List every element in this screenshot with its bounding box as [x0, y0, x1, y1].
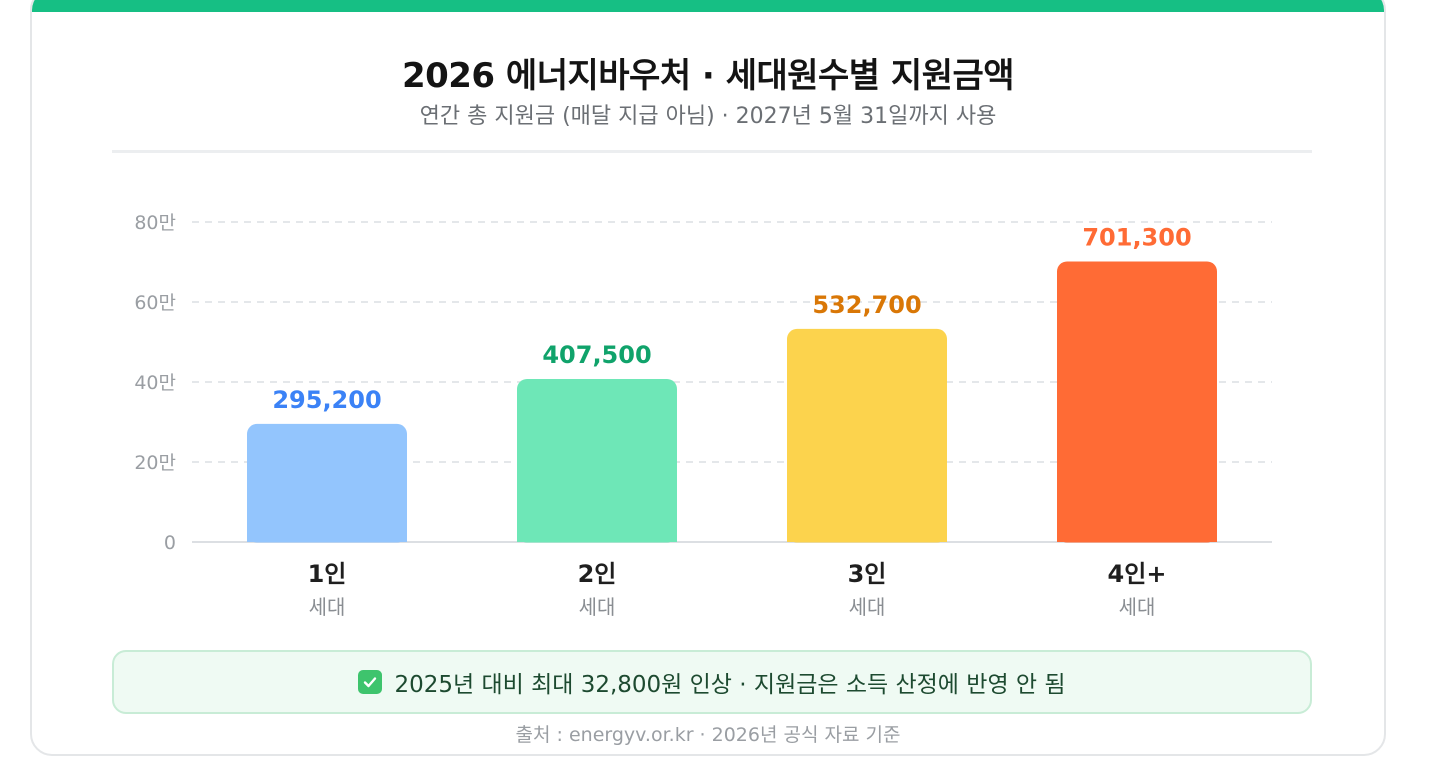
title-divider — [112, 150, 1312, 153]
chart-subtitle: 연간 총 지원금 (매달 지급 아님) · 2027년 5월 31일까지 사용 — [419, 104, 997, 129]
bar — [1057, 261, 1217, 543]
check-icon — [358, 670, 383, 694]
chart-card: 2026 에너지바우처 · 세대원수별 지원금액 연간 총 지원금 (매달 지급… — [30, 0, 1386, 756]
bar — [517, 379, 677, 543]
data-label: 295,200 — [272, 386, 381, 414]
x-tick-sublabel: 세대 — [309, 595, 346, 619]
bar-base — [787, 530, 947, 542]
x-tick-sublabel: 세대 — [579, 595, 616, 619]
x-tick-label: 4인+ — [1108, 560, 1167, 588]
data-label: 407,500 — [542, 341, 651, 369]
chart-title: 2026 에너지바우처 · 세대원수별 지원금액 — [401, 56, 1015, 96]
y-tick-label: 0 — [164, 532, 176, 554]
source-text: 출처 : energyv.or.kr · 2026년 공식 자료 기준 — [515, 724, 901, 746]
info-note: 2025년 대비 최대 32,800원 인상 · 지원금은 소득 산정에 반영 … — [112, 650, 1312, 714]
x-tick-label: 1인 — [308, 560, 347, 588]
bar — [787, 328, 947, 543]
bar-base — [1057, 530, 1217, 542]
y-tick-label: 80만 — [134, 212, 176, 234]
bar — [247, 423, 407, 543]
accent-bar — [32, 0, 1384, 12]
y-tick-label: 60만 — [134, 292, 176, 314]
x-tick-label: 3인 — [848, 560, 887, 588]
data-label: 532,700 — [812, 291, 921, 319]
bar-base — [517, 530, 677, 542]
x-tick-sublabel: 세대 — [849, 595, 886, 619]
x-tick-label: 2인 — [578, 560, 617, 588]
bar-base — [247, 530, 407, 542]
y-tick-label: 20만 — [134, 452, 176, 474]
y-tick-label: 40만 — [134, 372, 176, 394]
note-text: 2025년 대비 최대 32,800원 인상 · 지원금은 소득 산정에 반영 … — [394, 672, 1066, 698]
data-label: 701,300 — [1082, 223, 1191, 251]
x-tick-sublabel: 세대 — [1119, 595, 1156, 619]
